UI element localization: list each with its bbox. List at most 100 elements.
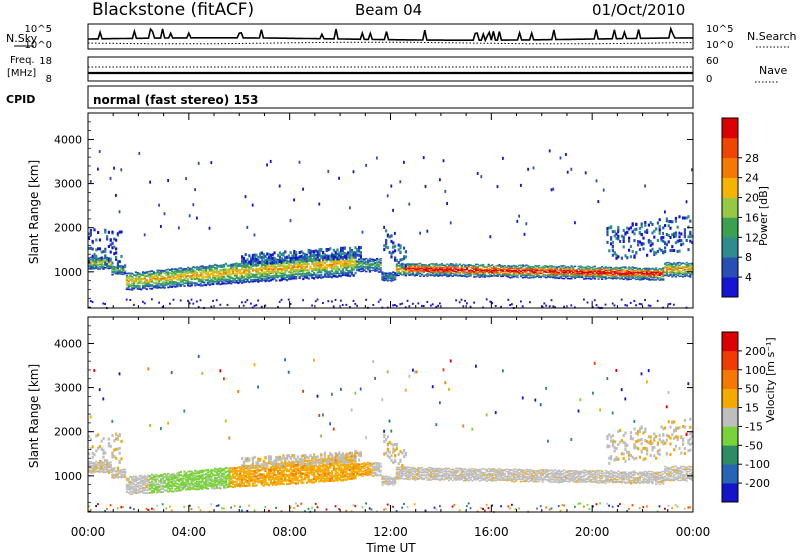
cell <box>107 463 110 467</box>
cell <box>613 273 616 275</box>
cell <box>293 273 296 276</box>
cell <box>322 254 325 257</box>
cell <box>390 272 393 275</box>
cell <box>172 473 175 476</box>
cell <box>419 231 421 235</box>
cell <box>345 272 348 275</box>
cell <box>349 251 352 255</box>
cell <box>241 484 244 487</box>
cell <box>480 271 483 273</box>
cell <box>615 277 618 279</box>
cell <box>100 262 103 265</box>
cell <box>260 473 263 476</box>
cell <box>480 264 483 266</box>
cell <box>332 253 335 257</box>
cell <box>221 468 224 471</box>
cell <box>311 276 314 279</box>
cell <box>682 262 685 264</box>
cell <box>413 265 416 267</box>
cell <box>284 273 287 276</box>
cell <box>502 275 505 277</box>
cell <box>259 279 262 282</box>
cell <box>102 264 105 266</box>
cell <box>390 184 393 188</box>
cell <box>140 482 143 485</box>
cell <box>624 271 627 274</box>
cell <box>241 279 244 282</box>
cell <box>100 256 103 260</box>
cell <box>107 259 110 263</box>
cell <box>176 270 179 273</box>
cell <box>325 248 328 252</box>
cell <box>190 284 193 287</box>
cell <box>145 285 148 287</box>
cell <box>221 482 224 485</box>
cell <box>338 256 341 260</box>
cell <box>532 266 535 268</box>
cell <box>246 262 249 266</box>
cell <box>332 265 335 269</box>
cell <box>251 478 254 481</box>
cell <box>98 259 101 262</box>
cell <box>331 269 334 273</box>
cell <box>664 250 667 254</box>
cell <box>277 264 280 268</box>
cell <box>286 274 289 277</box>
cell <box>201 272 204 275</box>
cell <box>552 276 555 279</box>
cell <box>226 467 229 470</box>
cell <box>143 492 146 495</box>
cell <box>253 484 256 487</box>
cell <box>156 271 159 274</box>
cell <box>122 470 125 472</box>
cell <box>169 481 172 483</box>
cell <box>370 263 373 265</box>
cell <box>487 272 490 275</box>
cell <box>377 264 380 267</box>
cell <box>221 507 223 510</box>
cell <box>613 234 616 238</box>
cell <box>98 445 101 449</box>
cell <box>250 272 253 275</box>
cell <box>197 354 200 358</box>
cell <box>448 270 451 273</box>
cell <box>154 285 157 287</box>
cell <box>473 273 476 275</box>
cell <box>689 239 692 243</box>
cell <box>665 261 668 264</box>
cell <box>523 269 526 272</box>
cell <box>552 187 555 191</box>
cell <box>219 279 222 282</box>
cell <box>595 304 598 307</box>
cell <box>134 280 137 283</box>
cell <box>347 255 350 259</box>
cell <box>250 265 253 268</box>
cell <box>512 265 515 268</box>
cell <box>631 269 634 272</box>
cell <box>259 477 262 480</box>
cell <box>289 277 292 281</box>
cell <box>214 487 217 490</box>
cell <box>520 270 523 273</box>
cell <box>239 485 242 488</box>
cell <box>100 468 103 470</box>
cell <box>358 262 361 264</box>
cell <box>302 187 304 191</box>
cell <box>669 263 672 266</box>
cell <box>660 273 663 275</box>
cell <box>251 256 254 260</box>
cell <box>350 260 353 264</box>
cell <box>493 273 496 276</box>
cell <box>631 275 634 278</box>
cell <box>194 478 197 481</box>
cell <box>530 270 533 273</box>
velocity-heatmap <box>88 354 694 514</box>
cell <box>156 281 159 284</box>
cell <box>417 266 420 269</box>
cell <box>354 253 357 257</box>
cell <box>122 505 124 508</box>
cell <box>669 249 672 253</box>
cell <box>379 262 382 265</box>
cell <box>401 265 404 269</box>
cell <box>395 266 398 269</box>
